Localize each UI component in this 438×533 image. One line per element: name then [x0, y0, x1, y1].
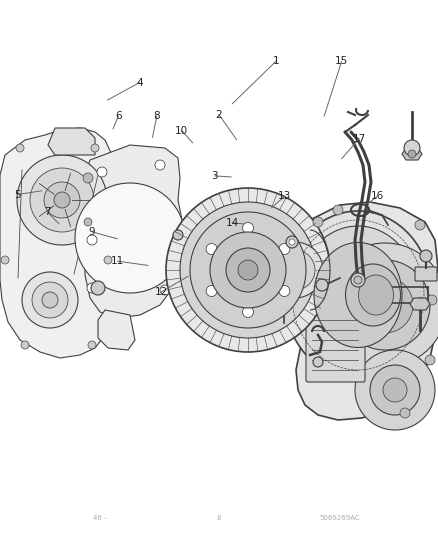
Circle shape [383, 378, 407, 402]
Circle shape [275, 250, 315, 290]
Circle shape [316, 279, 328, 291]
Circle shape [238, 260, 258, 280]
Text: 15: 15 [335, 56, 348, 66]
Circle shape [30, 168, 94, 232]
Circle shape [88, 341, 96, 349]
Text: 4: 4 [136, 78, 143, 87]
Circle shape [357, 277, 413, 333]
Circle shape [44, 182, 80, 218]
Circle shape [210, 232, 286, 308]
Circle shape [400, 408, 410, 418]
Polygon shape [410, 298, 430, 310]
Polygon shape [296, 202, 438, 420]
Text: 10: 10 [175, 126, 188, 135]
Circle shape [351, 273, 365, 287]
Circle shape [91, 281, 105, 295]
Ellipse shape [358, 275, 393, 315]
Text: 7: 7 [44, 207, 51, 217]
FancyBboxPatch shape [415, 267, 437, 281]
Circle shape [313, 357, 323, 367]
Text: 46 -: 46 - [93, 515, 107, 521]
Circle shape [83, 173, 93, 183]
Ellipse shape [284, 211, 432, 379]
Circle shape [206, 244, 217, 254]
Text: 11: 11 [111, 256, 124, 266]
Circle shape [420, 250, 432, 262]
Circle shape [42, 292, 58, 308]
Text: 8: 8 [217, 515, 221, 521]
Circle shape [354, 276, 362, 284]
Circle shape [279, 244, 290, 254]
Circle shape [226, 248, 270, 292]
Circle shape [87, 235, 97, 245]
Circle shape [155, 160, 165, 170]
Circle shape [21, 341, 29, 349]
Circle shape [22, 272, 78, 328]
Text: 5069269AC: 5069269AC [320, 515, 360, 521]
Ellipse shape [346, 264, 400, 326]
Polygon shape [98, 310, 135, 350]
Text: 8: 8 [153, 111, 160, 121]
Circle shape [279, 286, 290, 296]
Circle shape [355, 350, 435, 430]
Circle shape [32, 282, 68, 318]
Circle shape [104, 256, 112, 264]
Text: 9: 9 [88, 227, 95, 237]
Circle shape [180, 202, 316, 338]
Circle shape [425, 355, 435, 365]
Circle shape [166, 188, 330, 352]
Circle shape [313, 217, 323, 227]
Text: 12: 12 [155, 287, 168, 297]
Circle shape [206, 286, 217, 296]
Circle shape [1, 256, 9, 264]
Text: 14: 14 [226, 218, 239, 228]
Circle shape [243, 222, 254, 233]
Circle shape [75, 183, 185, 293]
Circle shape [323, 243, 438, 367]
Circle shape [17, 155, 107, 245]
Text: 6: 6 [115, 111, 122, 121]
Text: 3: 3 [211, 171, 218, 181]
Circle shape [87, 283, 97, 293]
Circle shape [267, 242, 323, 298]
Circle shape [286, 236, 298, 248]
Text: 17: 17 [353, 134, 366, 143]
Circle shape [415, 220, 425, 230]
Circle shape [16, 144, 24, 152]
Text: 5: 5 [14, 190, 21, 199]
FancyBboxPatch shape [306, 308, 365, 382]
Ellipse shape [314, 243, 402, 348]
Circle shape [54, 192, 70, 208]
Circle shape [173, 230, 183, 240]
Circle shape [190, 212, 306, 328]
Text: 13: 13 [278, 191, 291, 201]
Polygon shape [0, 128, 115, 358]
Circle shape [84, 218, 92, 226]
Text: 16: 16 [371, 191, 384, 201]
Circle shape [427, 295, 437, 305]
Ellipse shape [298, 226, 418, 364]
Polygon shape [402, 148, 422, 160]
Circle shape [160, 285, 170, 295]
Circle shape [97, 167, 107, 177]
Polygon shape [82, 145, 182, 318]
Circle shape [243, 306, 254, 318]
Circle shape [91, 144, 99, 152]
Circle shape [404, 140, 420, 156]
Circle shape [289, 239, 295, 245]
Circle shape [333, 205, 343, 215]
Polygon shape [48, 128, 95, 155]
Circle shape [370, 365, 420, 415]
Text: 2: 2 [215, 110, 223, 119]
Circle shape [408, 150, 416, 158]
Text: 1: 1 [272, 56, 279, 66]
Circle shape [340, 260, 430, 350]
